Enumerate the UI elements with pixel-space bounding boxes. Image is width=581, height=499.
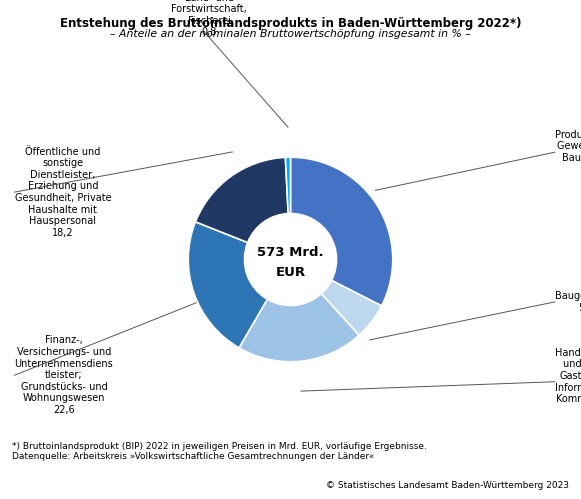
- Text: Produzierendes
Gewerbe ohne
Baugewerbe
32,5: Produzierendes Gewerbe ohne Baugewerbe 3…: [555, 130, 581, 175]
- Text: Datenquelle: Arbeitskreis »Volkswirtschaftliche Gesamtrechnungen der Länder«: Datenquelle: Arbeitskreis »Volkswirtscha…: [12, 452, 374, 461]
- Text: *) Bruttoinlandsprodukt (BIP) 2022 in jeweiligen Preisen in Mrd. EUR, vorläufige: *) Bruttoinlandsprodukt (BIP) 2022 in je…: [12, 442, 426, 451]
- Text: 573 Mrd.: 573 Mrd.: [257, 246, 324, 259]
- Text: © Statistisches Landesamt Baden-Württemberg 2023: © Statistisches Landesamt Baden-Württemb…: [327, 481, 569, 490]
- Wedge shape: [321, 280, 382, 335]
- Text: EUR: EUR: [275, 266, 306, 279]
- Wedge shape: [239, 293, 359, 362]
- Text: Öffentliche und
sonstige
Dienstleister,
Erziehung und
Gesundheit, Private
Hausha: Öffentliche und sonstige Dienstleister, …: [15, 147, 111, 238]
- Text: – Anteile an der nominalen Bruttowertschöpfung insgesamt in % –: – Anteile an der nominalen Bruttowertsch…: [110, 29, 471, 39]
- Wedge shape: [290, 157, 393, 306]
- Wedge shape: [195, 157, 288, 243]
- Wedge shape: [285, 157, 290, 214]
- Wedge shape: [188, 222, 267, 348]
- Text: Land- und
Forstwirtschaft,
Fischerei
0,8: Land- und Forstwirtschaft, Fischerei 0,8: [171, 0, 247, 37]
- Text: Finanz-,
Versicherungs- und
Unternehmensdiens
tleister;
Grundstücks- und
Wohnung: Finanz-, Versicherungs- und Unternehmens…: [15, 335, 113, 415]
- Text: Baugewerbe
5,8: Baugewerbe 5,8: [555, 291, 581, 313]
- Text: Handel, Verkehr
und Lagerei,
Gastgewerbe,
Information und
Kommunikation
20,1: Handel, Verkehr und Lagerei, Gastgewerbe…: [555, 348, 581, 416]
- Text: Entstehung des Bruttoinlandsprodukts in Baden-Württemberg 2022*): Entstehung des Bruttoinlandsprodukts in …: [60, 17, 521, 30]
